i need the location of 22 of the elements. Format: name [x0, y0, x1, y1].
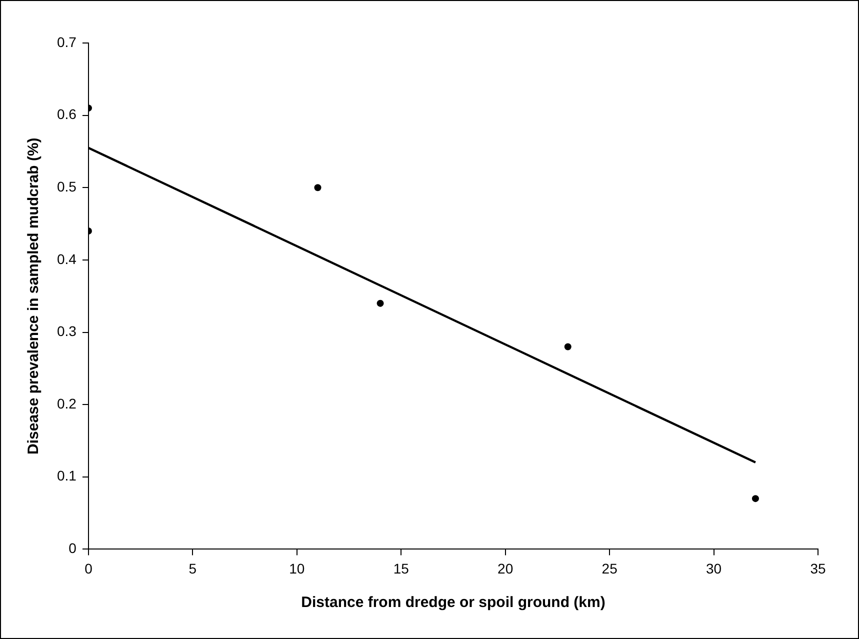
- x-tick-label: 0: [84, 560, 93, 576]
- point: [752, 495, 759, 502]
- x-tick-label: 5: [188, 560, 197, 576]
- point: [314, 184, 322, 192]
- point: [376, 300, 384, 307]
- y-axis-title: Disease prevalence in sampled mudcrab (%): [25, 138, 42, 454]
- y-tick-label: 0.5: [56, 178, 77, 194]
- y-tick-label: 0: [68, 540, 77, 556]
- y-tick-label: 0.2: [56, 395, 77, 412]
- point: [564, 343, 572, 350]
- x-tick-label: 10: [289, 560, 305, 576]
- y-tick-label: 0.6: [56, 106, 77, 122]
- x-axis-title: Distance from dredge or spoil ground (km): [301, 594, 606, 612]
- y-tick-label: 0.4: [56, 250, 77, 267]
- x-tick-label: 20: [498, 560, 514, 576]
- x-tick-label: 35: [810, 560, 826, 576]
- x-tick-label: 30: [706, 560, 722, 576]
- x-tick-label: 15: [393, 560, 410, 576]
- x-tick-label: 25: [602, 560, 618, 576]
- y-tick-label: 0.3: [56, 323, 77, 340]
- y-tick-label: 0.1: [56, 468, 77, 484]
- y-tick-label: 0.7: [56, 34, 77, 50]
